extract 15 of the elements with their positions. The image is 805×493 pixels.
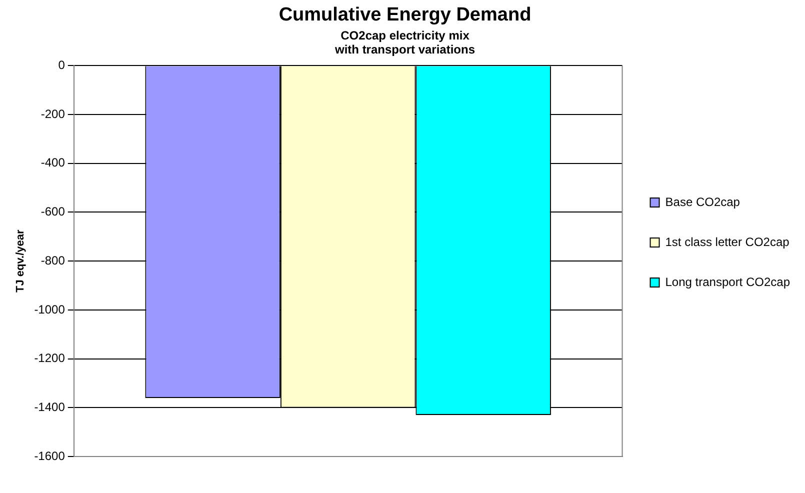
y-tick-label: -1000 bbox=[34, 302, 66, 316]
chart-title: Cumulative Energy Demand bbox=[278, 4, 532, 26]
chart-subtitle: CO2cap electricity mix with transport variations bbox=[334, 28, 476, 57]
y-tick-label: -400 bbox=[40, 156, 66, 170]
y-tick-label: -600 bbox=[40, 204, 66, 219]
y-tick-label: -800 bbox=[40, 253, 66, 268]
legend-label: Base CO2cap bbox=[665, 194, 740, 209]
y-tick-label: -1200 bbox=[34, 351, 66, 366]
y-tick-label: -1600 bbox=[34, 448, 66, 463]
y-tick-label: 0 bbox=[58, 58, 66, 72]
legend-label: Long transport CO2cap bbox=[665, 274, 790, 289]
y-axis-title: TJ eqv./year bbox=[14, 228, 27, 292]
legend-label: 1st class letter CO2cap bbox=[665, 234, 790, 249]
y-tick-label: -200 bbox=[40, 106, 66, 121]
y-tick-label: -1400 bbox=[34, 400, 66, 414]
